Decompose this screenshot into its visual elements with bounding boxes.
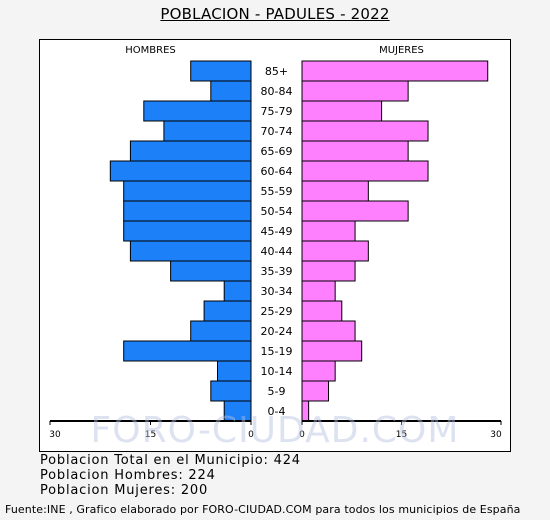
bar-mujeres-12 (301, 300, 343, 322)
age-label-2: 75-79 (261, 105, 293, 118)
tick-label-left-0: 30 (49, 430, 61, 440)
bar-hombres-2 (143, 100, 252, 122)
page-title: POBLACION - PADULES - 2022 (160, 5, 390, 23)
bar-mujeres-17 (301, 400, 310, 422)
bar-hombres-3 (163, 120, 252, 142)
tick-label-right-0: 0 (299, 430, 305, 440)
bar-hombres-8 (123, 220, 252, 242)
tick-label-right-2: 30 (490, 430, 502, 440)
bar-mujeres-1 (301, 80, 409, 102)
bar-mujeres-8 (301, 220, 356, 242)
bar-hombres-0 (190, 60, 252, 82)
age-label-14: 15-19 (261, 345, 293, 358)
bar-mujeres-10 (301, 260, 356, 282)
bar-hombres-9 (129, 240, 252, 262)
bar-hombres-13 (190, 320, 252, 342)
age-label-6: 55-59 (261, 185, 293, 198)
age-label-5: 60-64 (261, 165, 293, 178)
bar-mujeres-2 (301, 100, 383, 122)
legend-mujeres: MUJERES (379, 45, 424, 56)
bar-hombres-17 (223, 400, 252, 422)
tick-label-right-1: 15 (396, 430, 407, 440)
bar-mujeres-0 (301, 60, 489, 82)
bar-mujeres-5 (301, 160, 429, 182)
chart-svg: HOMBRES MUJERES 85+ 80-84 75-79 70-74 65-69 60-… (49, 45, 502, 440)
bar-mujeres-9 (301, 240, 369, 262)
bar-hombres-15 (217, 360, 252, 382)
age-label-9: 40-44 (261, 245, 293, 258)
bar-mujeres-15 (301, 360, 336, 382)
tick-label-left-1: 15 (145, 430, 156, 440)
bar-hombres-4 (129, 140, 252, 162)
bar-mujeres-16 (301, 380, 330, 402)
bar-hombres-6 (123, 180, 252, 202)
population-pyramid-chart: HOMBRES MUJERES 85+ 80-84 75-79 70-74 65-69 60-… (39, 39, 511, 452)
age-label-3: 70-74 (261, 125, 293, 138)
age-label-1: 80-84 (261, 85, 293, 98)
tick-label-left-2: 0 (248, 430, 254, 440)
bar-mujeres-13 (301, 320, 356, 342)
footer-source: Fuente:INE , Grafico elaborado por FORO-… (5, 503, 521, 516)
bar-mujeres-14 (301, 340, 363, 362)
stat-total: Poblacion Total en el Municipio: 424 (40, 453, 301, 468)
age-label-7: 50-54 (261, 205, 293, 218)
bar-mujeres-11 (301, 280, 336, 302)
age-label-0: 85+ (265, 65, 288, 78)
bar-hombres-11 (223, 280, 252, 302)
bar-hombres-14 (123, 340, 252, 362)
age-label-8: 45-49 (261, 225, 293, 238)
bar-mujeres-4 (301, 140, 409, 162)
bar-hombres-12 (203, 300, 252, 322)
age-label-4: 65-69 (261, 145, 293, 158)
bar-hombres-16 (210, 380, 252, 402)
bar-hombres-7 (123, 200, 252, 222)
age-label-16: 5-9 (268, 385, 286, 398)
stat-hombres: Poblacion Hombres: 224 (40, 468, 216, 483)
age-label-10: 35-39 (261, 265, 293, 278)
age-label-13: 20-24 (261, 325, 293, 338)
bar-hombres-1 (210, 80, 252, 102)
age-label-12: 25-29 (261, 305, 293, 318)
age-label-15: 10-14 (261, 365, 293, 378)
bar-mujeres-3 (301, 120, 429, 142)
legend-hombres: HOMBRES (125, 45, 176, 56)
stat-mujeres: Poblacion Mujeres: 200 (40, 483, 209, 498)
bar-hombres-5 (109, 160, 252, 182)
bar-mujeres-6 (301, 180, 369, 202)
age-label-17: 0-4 (268, 405, 286, 418)
age-label-11: 30-34 (261, 285, 293, 298)
bar-hombres-10 (170, 260, 252, 282)
bar-mujeres-7 (301, 200, 409, 222)
